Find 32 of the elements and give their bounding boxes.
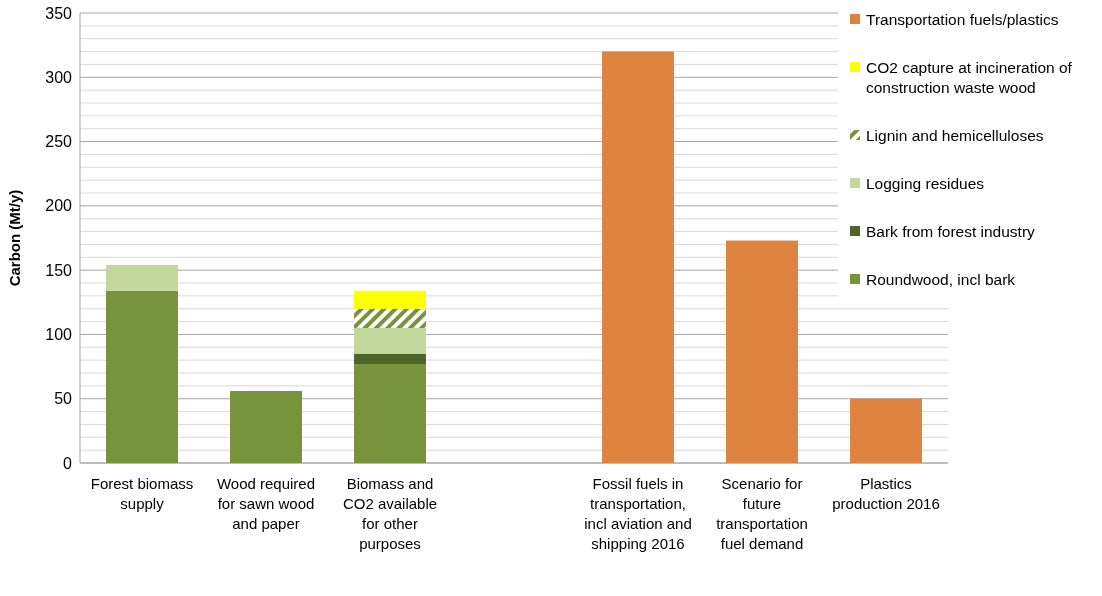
y-tick-label: 200 xyxy=(45,197,73,215)
x-tick-label: Scenario for future transportation fuel demand xyxy=(716,475,808,552)
legend-label: CO2 capture at incineration of construction waste wood xyxy=(866,58,1073,96)
y-tick-label: 0 xyxy=(63,454,73,472)
bar xyxy=(106,265,178,291)
bar xyxy=(354,328,426,354)
y-axis-title: Carbon (Mt/y) xyxy=(6,189,23,287)
legend-label: Transportation fuels/plastics xyxy=(866,10,1059,28)
y-tick-label: 100 xyxy=(45,326,73,344)
bar xyxy=(230,391,302,463)
bar xyxy=(354,308,426,328)
legend-label: Lignin and hemicelluloses xyxy=(866,126,1044,144)
bar xyxy=(354,353,426,364)
x-tick-label: Fossil fuels in transportation, incl aviation and shipping 2016 xyxy=(584,475,692,552)
x-tick-label: Wood required for sawn wood and paper xyxy=(216,475,316,532)
bar xyxy=(602,51,674,463)
y-tick-label: 300 xyxy=(45,68,73,86)
y-tick-label: 50 xyxy=(54,390,73,408)
bar xyxy=(354,290,426,309)
x-tick-label: Biomass and CO2 available for other purposes xyxy=(342,475,438,552)
y-tick-label: 350 xyxy=(45,4,73,22)
legend-label: Logging residues xyxy=(866,174,985,192)
legend-label: Bark from forest industry xyxy=(866,222,1036,240)
x-tick-label: Plastics production 2016 xyxy=(832,475,940,512)
bar xyxy=(726,240,798,463)
bar xyxy=(354,364,426,463)
legend-label: Roundwood, incl bark xyxy=(866,270,1016,288)
bar xyxy=(850,398,922,463)
y-tick-label: 250 xyxy=(45,133,73,151)
bar xyxy=(106,290,178,463)
y-tick-label: 150 xyxy=(45,261,73,279)
x-tick-label: Forest biomass supply xyxy=(90,475,194,512)
